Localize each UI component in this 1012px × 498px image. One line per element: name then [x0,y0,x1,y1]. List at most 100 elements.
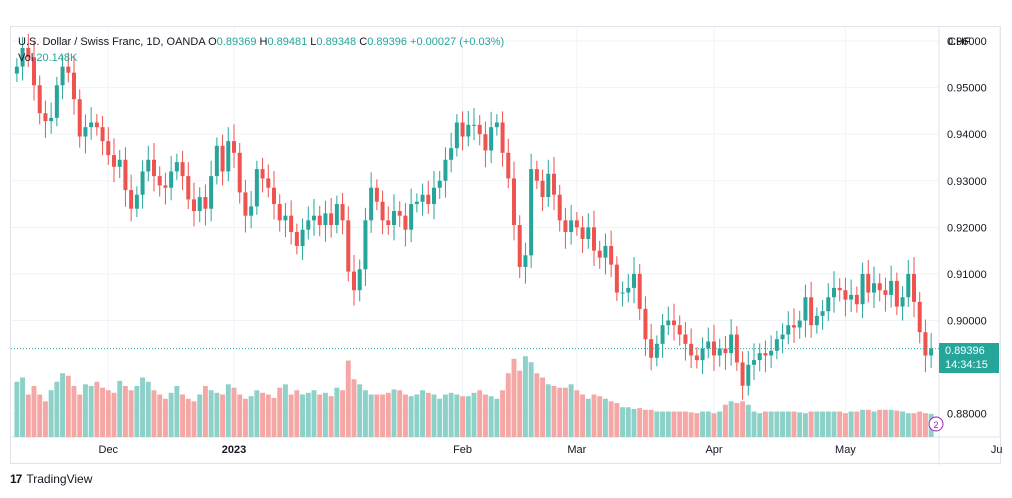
symbol-title[interactable]: U.S. Dollar / Swiss Franc, 1D, OANDA [18,36,206,48]
candle-body [37,85,42,114]
candle-body [169,171,174,188]
volume-bar [265,394,271,437]
candle-body [449,148,454,160]
volume-bar [277,387,283,437]
candle-body [43,113,48,122]
volume-bar [374,394,380,437]
candle-body [312,215,316,221]
candle-body [780,334,785,340]
volume-bar [260,392,266,437]
candle-body [214,145,219,177]
volume-bar [48,390,54,437]
candle-body [283,215,288,221]
volume-bar [648,409,654,437]
close-label: C [359,36,368,48]
volume-bar [448,392,454,437]
candle-body [854,294,859,305]
volume-bar [311,390,317,437]
candle-body [20,47,25,67]
price-tick-label: 0.95000 [947,83,987,95]
bar-countdown: 14:34:15 [945,359,988,371]
volume-bar [300,394,306,437]
volume-bar [717,411,723,437]
price-tick-label: 0.91000 [947,269,987,281]
candle-body [729,334,734,354]
price-tick-label: 0.90000 [947,316,987,328]
volume-bar [328,396,334,437]
volume-bar [477,390,483,437]
event-marker-icon[interactable] [928,416,944,432]
candle-body [860,273,865,305]
volume-bar [60,373,66,437]
candle-body [329,213,334,226]
volume-bar [682,411,688,437]
candle-body [243,192,248,216]
candle-body [906,273,911,298]
volume-bar [911,413,917,437]
candle-body [609,245,614,265]
volume-bar [842,413,848,437]
volume-bar [368,394,374,437]
volume-bar [294,390,300,437]
candle-body [489,127,494,151]
candle-body [626,287,631,293]
candle-body [774,339,779,351]
candle-body [460,122,465,137]
volume-bar [597,396,603,437]
volume-bar [865,409,871,437]
volume-bar [882,409,888,437]
candle-body [649,339,654,358]
volume-bar [128,390,134,437]
volume-bar [151,390,157,437]
volume-bar [562,387,568,437]
price-tick-label: 0.94000 [947,129,987,141]
candle-body [437,180,442,188]
candle-body [877,283,882,291]
volume-label: Vol [18,52,34,64]
candle-body [752,360,756,365]
volume-bar [248,396,254,437]
candle-body [837,287,842,291]
volume-bar [728,401,734,437]
candle-body [894,280,899,307]
candle-body [454,122,459,149]
price-tick-label: 0.88000 [947,409,987,421]
volume-bar [665,411,671,437]
volume-bar [745,404,751,437]
candle-body [260,169,265,179]
volume-bar [168,392,174,437]
volume-bar [65,375,71,437]
volume-bar [37,394,43,437]
candle-body [289,215,294,232]
volume-bar [917,411,923,437]
tradingview-brand[interactable]: 17 TradingView [10,472,92,486]
volume-bar [242,398,248,437]
candlestick-chart[interactable]: 0.96000 0.95000 0.94000 0.93000 0.92000 0.910… [11,27,1002,465]
volume-bar [420,390,426,437]
candle-body [546,173,551,198]
candle-body [380,201,385,221]
candle-body [563,220,568,232]
chart-frame[interactable]: 0.96000 0.95000 0.94000 0.93000 0.92000 0.910… [10,26,1002,465]
volume-bar [362,390,368,437]
volume-bar [391,389,397,437]
candles [14,33,934,400]
volume-bar [574,390,580,437]
candle-body [740,362,745,386]
candle-body [186,176,191,200]
volume-bar [105,390,111,437]
candle-body [529,169,534,256]
candle-body [654,343,659,358]
volume-bar [768,411,774,437]
tradingview-logo-icon: 17 [10,472,22,486]
volume-bar [214,392,220,437]
volume-bar [145,381,151,437]
candle-body [592,227,596,251]
candle-body [237,152,242,193]
candle-body [472,124,476,126]
candle-body [832,287,836,298]
volume-bar [500,390,506,437]
candle-body [534,169,539,181]
candle-body [632,273,636,288]
candle-body [174,162,179,172]
